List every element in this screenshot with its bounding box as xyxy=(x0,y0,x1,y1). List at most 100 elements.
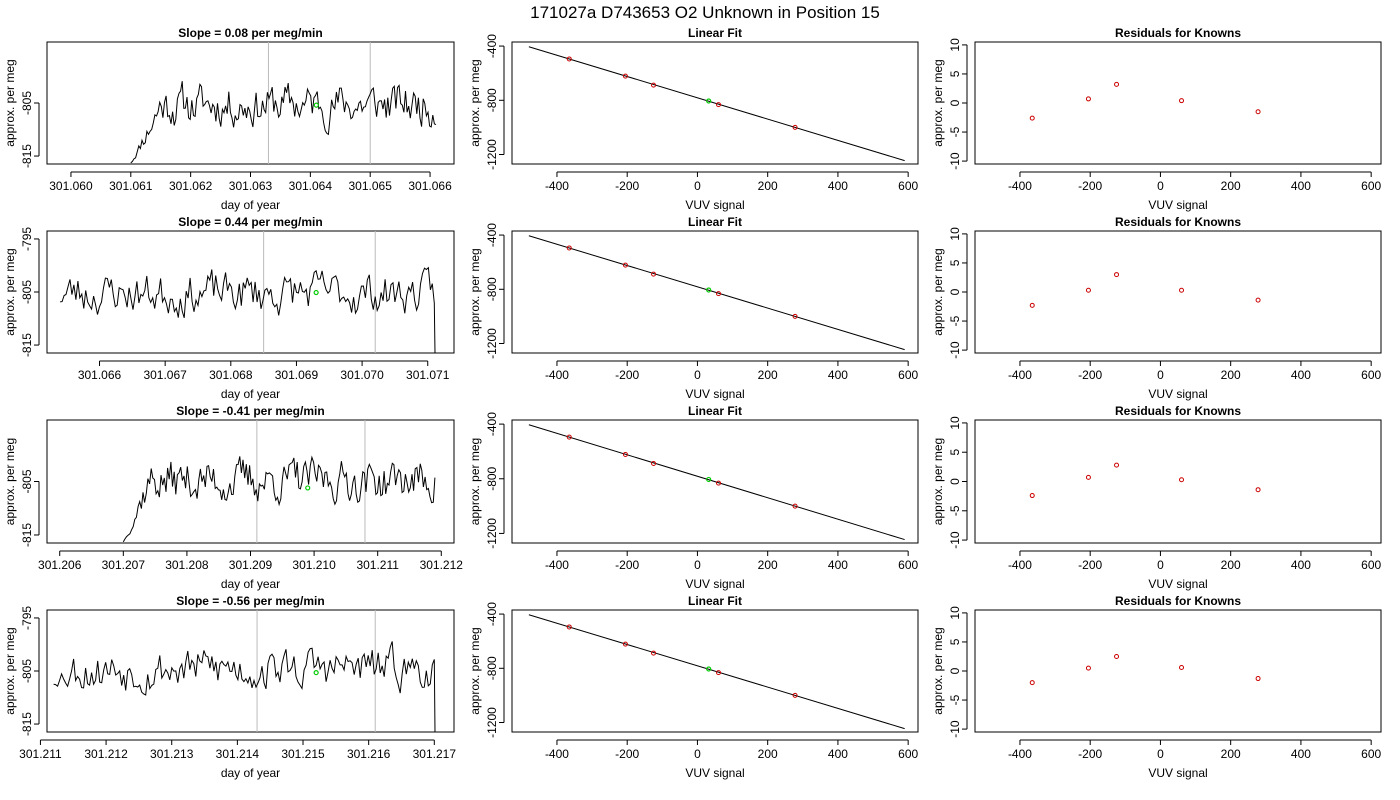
linear-fit-x-tick-label: 600 xyxy=(898,747,918,761)
known-standard-point xyxy=(651,650,657,656)
residual-point xyxy=(1179,287,1185,293)
residuals-x-tick-label: -400 xyxy=(1008,747,1032,761)
known-standard-point xyxy=(622,451,628,457)
timeseries-x-tick-label: 301.071 xyxy=(406,368,450,382)
linear-fit-x-tick-label: 600 xyxy=(898,368,918,382)
timeseries-trace xyxy=(53,641,436,732)
known-standard-point xyxy=(792,503,798,509)
known-standard-point xyxy=(716,480,722,486)
linear-fit-title: Linear Fit xyxy=(688,594,742,608)
linear-fit-y-tick-label: -1200 xyxy=(485,139,499,170)
residuals-x-tick-label: -200 xyxy=(1078,558,1102,572)
residuals-x-axis-label: VUV signal xyxy=(1148,766,1207,780)
residuals-x-tick-label: 600 xyxy=(1361,368,1381,382)
residuals-x-axis-label: VUV signal xyxy=(1148,387,1207,401)
timeseries-y-axis-label: approx. per meg xyxy=(3,438,17,525)
residual-point xyxy=(1029,115,1035,121)
known-standard-point xyxy=(566,624,572,630)
residuals-y-tick-label: -5 xyxy=(948,694,962,705)
residuals-x-tick-label: 600 xyxy=(1361,179,1381,193)
residuals-frame xyxy=(974,41,1382,165)
linear-fit-y-axis-label: approx. per meg xyxy=(468,627,482,714)
known-standard-point xyxy=(792,124,798,130)
residuals-x-tick-label: 200 xyxy=(1221,179,1241,193)
linear-fit-title: Linear Fit xyxy=(688,215,742,229)
timeseries-y-axis-label: approx. per meg xyxy=(3,59,17,146)
timeseries-y-tick-label: -815 xyxy=(20,144,34,168)
timeseries-frame xyxy=(46,230,455,354)
linear-fit-x-tick-label: -200 xyxy=(615,179,639,193)
linear-fit-y-tick-label: -400 xyxy=(485,34,499,58)
residuals-x-tick-label: 0 xyxy=(1157,747,1164,761)
linear-fit-y-tick-label: -800 xyxy=(485,277,499,301)
residuals-x-tick-label: 0 xyxy=(1157,179,1164,193)
residual-point xyxy=(1255,109,1261,115)
timeseries-trace xyxy=(130,81,437,164)
residual-point xyxy=(1029,680,1035,686)
residuals-x-axis-label: VUV signal xyxy=(1148,198,1207,212)
linear-fit-x-tick-label: -200 xyxy=(615,558,639,572)
residuals-x-axis-label: VUV signal xyxy=(1148,577,1207,591)
residuals-frame xyxy=(974,230,1382,354)
timeseries-x-axis-label: day of year xyxy=(221,766,280,780)
linear-fit-panel: Linear Fit -400 -200 0 200 400 600 VUV signal -4… xyxy=(468,215,919,401)
residuals-y-tick-label: -5 xyxy=(948,315,962,326)
timeseries-x-tick-label: 301.212 xyxy=(420,558,464,572)
timeseries-x-axis-label: day of year xyxy=(221,387,280,401)
known-standard-point xyxy=(716,291,722,297)
linear-fit-x-axis-label: VUV signal xyxy=(685,577,744,591)
linear-fit-x-tick-label: -400 xyxy=(545,558,569,572)
residual-point xyxy=(1114,272,1120,278)
residuals-y-tick-label: 10 xyxy=(948,227,962,241)
timeseries-x-tick-label: 301.216 xyxy=(347,747,391,761)
linear-fit-y-tick-label: -800 xyxy=(485,88,499,112)
linear-fit-x-tick-label: 0 xyxy=(694,368,701,382)
residuals-y-tick-label: 5 xyxy=(948,70,962,77)
residuals-y-axis-label: approx. per meg xyxy=(931,627,945,714)
residuals-frame xyxy=(974,419,1382,544)
timeseries-x-tick-label: 301.212 xyxy=(84,747,128,761)
residuals-x-tick-label: 400 xyxy=(1291,747,1311,761)
timeseries-x-tick-label: 301.061 xyxy=(109,179,153,193)
timeseries-frame xyxy=(46,41,455,165)
linear-fit-y-tick-label: -400 xyxy=(485,223,499,247)
linear-fit-y-tick-label: -800 xyxy=(485,466,499,490)
linear-fit-x-tick-label: 0 xyxy=(694,747,701,761)
residuals-x-tick-label: 200 xyxy=(1221,747,1241,761)
linear-fit-x-axis-label: VUV signal xyxy=(685,766,744,780)
linear-fit-x-tick-label: 400 xyxy=(828,179,848,193)
linear-fit-panel: Linear Fit -400 -200 0 200 400 600 VUV signal -4… xyxy=(468,26,919,212)
residuals-y-tick-label: -10 xyxy=(948,531,962,549)
timeseries-y-tick-label: -805 xyxy=(20,659,34,683)
linear-fit-x-tick-label: -200 xyxy=(615,368,639,382)
known-standard-point xyxy=(792,692,798,698)
residuals-panel: Residuals for Knowns -400 -200 0 200 400 600 VU… xyxy=(931,594,1382,780)
timeseries-y-tick-label: -805 xyxy=(20,91,34,115)
residuals-y-tick-label: -5 xyxy=(948,505,962,516)
timeseries-title: Slope = 0.08 per meg/min xyxy=(178,26,322,40)
linear-fit-frame xyxy=(511,609,919,733)
residual-point xyxy=(1114,462,1120,468)
linear-fit-y-tick-label: -400 xyxy=(485,602,499,626)
residuals-y-tick-label: 0 xyxy=(948,99,962,106)
linear-fit-y-axis-label: approx. per meg xyxy=(468,248,482,335)
known-standard-point xyxy=(622,73,628,79)
timeseries-x-tick-label: 301.062 xyxy=(169,179,213,193)
timeseries-x-tick-label: 301.213 xyxy=(150,747,194,761)
known-standard-point xyxy=(566,245,572,251)
known-standard-point xyxy=(651,82,657,88)
residuals-panel: Residuals for Knowns -400 -200 0 200 400 600 VU… xyxy=(931,26,1382,212)
timeseries-x-tick-label: 301.209 xyxy=(229,558,273,572)
residuals-y-axis-label: approx. per meg xyxy=(931,438,945,525)
residuals-x-tick-label: 0 xyxy=(1157,368,1164,382)
residual-point xyxy=(1085,665,1091,671)
timeseries-x-tick-label: 301.066 xyxy=(408,179,452,193)
timeseries-panel: Slope = -0.41 per meg/min 301.206 301.207 3… xyxy=(3,404,463,591)
linear-fit-x-tick-label: -200 xyxy=(615,747,639,761)
linear-fit-y-tick-label: -1200 xyxy=(485,328,499,359)
residual-point xyxy=(1255,297,1261,303)
timeseries-y-axis-label: approx. per meg xyxy=(3,627,17,714)
residuals-y-axis-label: approx. per meg xyxy=(931,59,945,146)
timeseries-y-tick-label: -805 xyxy=(20,469,34,493)
timeseries-x-tick-label: 301.070 xyxy=(340,368,384,382)
